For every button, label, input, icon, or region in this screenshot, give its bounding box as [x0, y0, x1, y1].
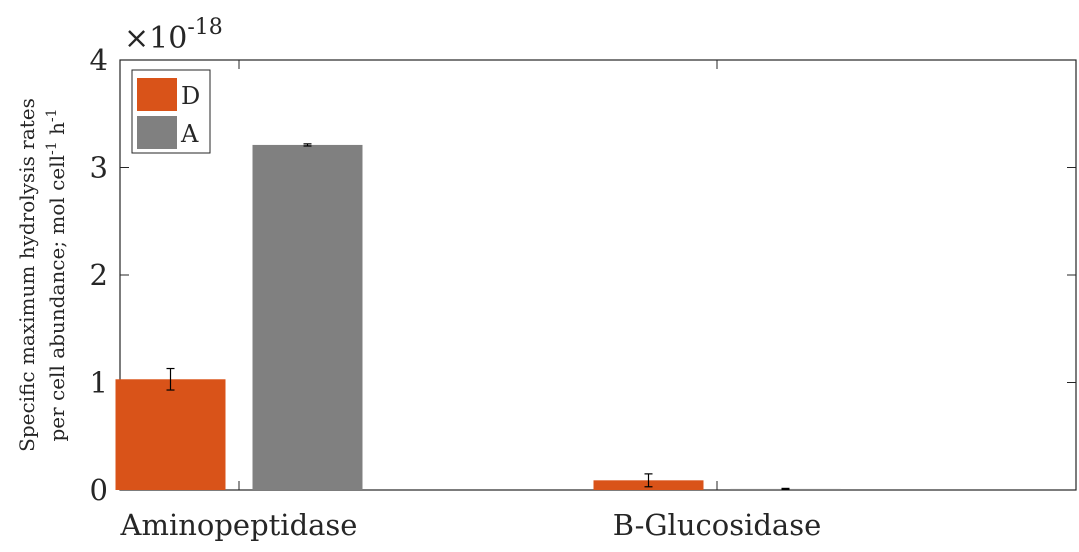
- x-tick-label: Aminopeptidase: [120, 508, 358, 542]
- y-axis-label-line2: per cell abundance; mol cell-1 h-1: [44, 108, 69, 441]
- legend-swatch-a: [137, 116, 177, 149]
- y-axis-label-line1: Specific maximum hydrolysis rates: [15, 98, 39, 452]
- x-tick-label: B-Glucosidase: [613, 508, 822, 542]
- bar-d-aminopeptidase: [115, 379, 226, 490]
- y-axis-label: Specific maximum hydrolysis rates per ce…: [15, 98, 69, 452]
- x-tick-labels: Aminopeptidase B-Glucosidase: [120, 60, 822, 542]
- y-ticks: 0 1 2 3 4: [90, 43, 1076, 507]
- y-scale-factor: ×10-18: [124, 15, 223, 56]
- legend: D A: [131, 69, 211, 154]
- y-tick-label: 3: [90, 151, 108, 185]
- error-bars: [166, 143, 790, 491]
- y-tick-label: 2: [90, 258, 108, 292]
- y-tick-label: 0: [90, 473, 108, 507]
- y-tick-label: 1: [90, 366, 108, 400]
- legend-label-a: A: [180, 120, 199, 148]
- legend-swatch-d: [137, 78, 177, 111]
- legend-label-d: D: [181, 82, 200, 110]
- y-tick-label: 4: [90, 43, 108, 77]
- bar-a-aminopeptidase: [252, 144, 363, 491]
